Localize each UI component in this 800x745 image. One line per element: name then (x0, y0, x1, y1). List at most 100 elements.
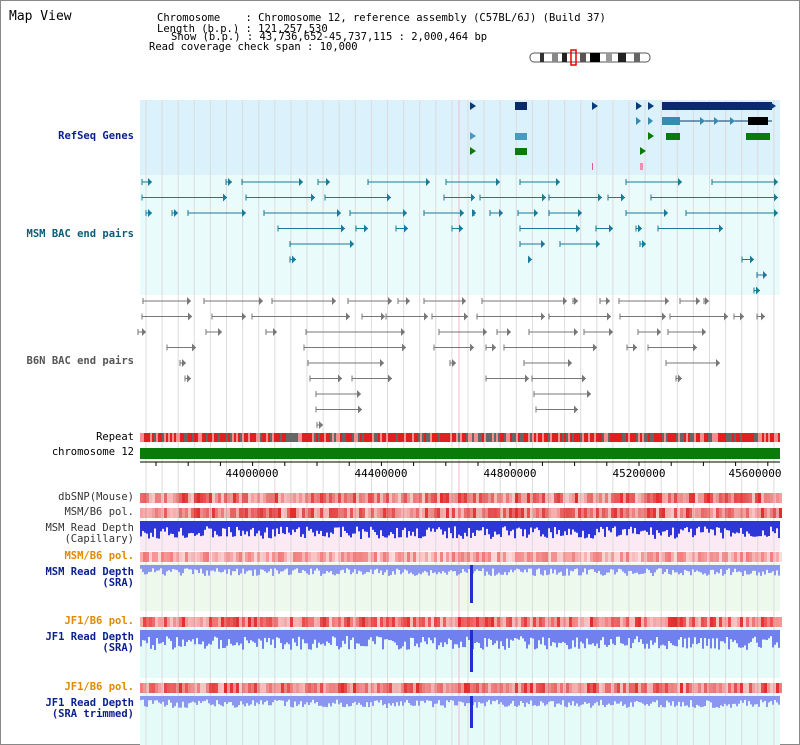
repeat-cell (252, 433, 254, 442)
jf1-trim-depth (146, 696, 148, 707)
msm-bac-pair-end (541, 240, 545, 248)
jf1-trim-depth (144, 696, 146, 707)
jf1-trim-depth (726, 696, 728, 706)
msm-cap-depth (486, 521, 488, 529)
repeat-cell (568, 433, 570, 442)
jf1-pol-cell (719, 617, 722, 627)
msm-sra-depth (496, 565, 498, 575)
msm-cap-depth (668, 521, 670, 537)
jf1-sra-depth (688, 630, 690, 638)
dbsnp-cell (212, 493, 215, 503)
msm-cap-depth (644, 521, 646, 531)
track-label-refseq[interactable]: RefSeq Genes (58, 130, 134, 142)
jf1-trim-depth (398, 696, 400, 706)
ideogram-band (606, 53, 612, 62)
msm-cap-depth (678, 521, 680, 534)
jf1-pol-cell (605, 617, 608, 627)
jf1-sra-depth (424, 630, 426, 642)
msm-sra-depth (366, 565, 368, 573)
msm-pol-cell (407, 508, 410, 518)
track-label-chromosome[interactable]: chromosome 12 (51, 446, 134, 458)
jf1-sra-depth (260, 630, 262, 641)
track-label-msm-bac[interactable]: MSM BAC end pairs (26, 228, 134, 240)
msm-pol-cell (434, 508, 437, 518)
msm-sra-depth (702, 565, 704, 575)
jf1-pol-cell (383, 617, 386, 627)
jf1-pol2-cell (443, 683, 446, 693)
msm-cap-depth (178, 521, 180, 532)
dbsnp-cell (713, 493, 716, 503)
msm-cap-depth (722, 521, 724, 539)
track-label-msm-b6-pol-2[interactable]: MSM/B6 pol. (64, 550, 134, 562)
jf1-pol-cell (728, 617, 731, 627)
msm-cap-depth (386, 521, 388, 538)
track-label-jf1-depth-sra[interactable]: JF1 Read Depth (45, 631, 134, 643)
repeat-cell (170, 433, 172, 442)
jf1-trim-depth (454, 696, 456, 706)
msm-pol-cell (308, 508, 311, 518)
jf1-trim-depth (426, 696, 428, 701)
msm-cap-depth (774, 521, 776, 534)
track-label-jf1-b6-pol-2[interactable]: JF1/B6 pol. (64, 681, 134, 693)
jf1-pol2-cell (584, 683, 587, 693)
msm-cap-depth (396, 521, 398, 528)
jf1-trim-depth (632, 696, 634, 707)
repeat-cell (336, 433, 338, 442)
track-label-msm-b6-pol-1[interactable]: MSM/B6 pol. (64, 506, 134, 518)
jf1-pol-cell (683, 617, 686, 627)
msm-cap-depth (348, 521, 350, 536)
msm-pol2-cell (350, 552, 353, 562)
msm-pol-cell (488, 508, 491, 518)
dbsnp-cell (233, 493, 236, 503)
jf1-pol2-cell (353, 683, 356, 693)
track-label-dbsnp[interactable]: dbSNP(Mouse) (58, 491, 134, 503)
msm-sra-depth (340, 565, 342, 571)
jf1-sra-depth (330, 630, 332, 645)
msm-cap-depth (634, 521, 636, 528)
track-label-msm-depth-sra[interactable]: MSM Read Depth (45, 566, 134, 578)
msm-pol2-cell (560, 552, 563, 562)
msm-pol2-cell (725, 552, 728, 562)
msm-pol2-cell (317, 552, 320, 562)
track-label-jf1-depth-trim[interactable]: JF1 Read Depth (45, 697, 134, 709)
track-label-msm-depth-cap[interactable]: MSM Read Depth (45, 522, 134, 534)
msm-pol2-cell (680, 552, 683, 562)
repeat-cell (316, 433, 318, 442)
msm-cap-depth (364, 521, 366, 532)
jf1-trim-depth (488, 696, 490, 700)
jf1-trim-depth (390, 696, 392, 706)
jf1-sra-depth (694, 630, 696, 638)
dbsnp-cell (569, 493, 572, 503)
jf1-sra-depth (528, 630, 530, 645)
msm-sra-depth (618, 565, 620, 569)
msm-pol-cell (557, 508, 560, 518)
jf1-pol-cell (284, 617, 287, 627)
msm-pol2-cell (740, 552, 743, 562)
jf1-sra-depth (428, 630, 430, 638)
msm-bac-pair-end (403, 209, 407, 217)
msm-pol2-cell (662, 552, 665, 562)
jf1-sra-depth (344, 630, 346, 644)
jf1-pol-cell (191, 617, 194, 627)
track-label-repeat[interactable]: Repeat (96, 431, 134, 443)
jf1-trim-depth (562, 696, 564, 701)
msm-sra-depth (580, 565, 582, 576)
msm-sra-depth (550, 565, 552, 569)
msm-pol2-cell (314, 552, 317, 562)
msm-bac-pair-end (664, 209, 668, 217)
repeat-cell (416, 433, 418, 442)
track-label-jf1-b6-pol-1[interactable]: JF1/B6 pol. (64, 615, 134, 627)
msm-sra-depth (494, 565, 496, 576)
b6n-bac-pair-end (582, 374, 586, 383)
b6n-bac-pair-end (187, 297, 191, 305)
msm-sra-depth (178, 565, 180, 573)
msm-pol2-cell (389, 552, 392, 562)
msm-pol-cell (149, 508, 152, 518)
track-label-b6n-bac[interactable]: B6N BAC end pairs (26, 355, 134, 367)
jf1-sra-depth (662, 630, 664, 645)
msm-sra-depth (332, 565, 334, 575)
msm-sra-depth (714, 565, 716, 575)
jf1-trim-depth (430, 696, 432, 701)
jf1-trim-depth (656, 696, 658, 701)
msm-sra-depth (556, 565, 558, 575)
